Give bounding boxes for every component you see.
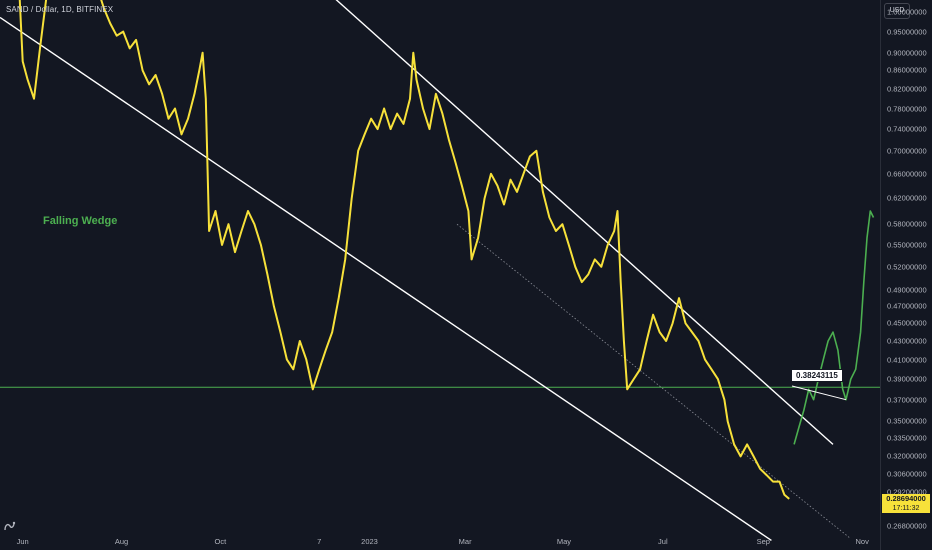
price-line [18,0,790,500]
x-tick-label: Nov [855,537,869,546]
y-tick-label: 0.29200000 [887,487,927,497]
projection-line [793,210,875,445]
y-tick-label: 0.32000000 [887,451,927,461]
y-tick-label: 0.45000000 [887,318,927,328]
y-tick-label: 0.39000000 [887,374,927,384]
x-tick-label: Jul [658,537,668,546]
y-tick-label: 0.70000000 [887,146,927,156]
y-tick-label: 0.62000000 [887,193,927,203]
x-tick-label: May [556,537,572,546]
y-tick-label: 0.33500000 [887,433,927,443]
x-tick-label: 2023 [361,537,378,546]
x-tick-label: 7 [317,537,322,546]
y-tick-label: 0.90000000 [887,48,927,58]
x-tick-label: Jun [16,537,29,546]
price-axis[interactable] [880,0,932,550]
last-price-tag: 0.28694000 [882,493,930,504]
y-tick-label: 0.66000000 [887,169,927,179]
y-tick-label: 0.30600000 [887,469,927,479]
y-tick-label: 0.86000000 [887,65,927,75]
y-tick-label: 0.43000000 [887,336,927,346]
currency-button[interactable]: USD [884,3,910,19]
y-tick-label: 0.95000000 [887,27,927,37]
y-tick-label: 0.35000000 [887,416,927,426]
wedge-trendline-2 [335,0,834,445]
y-tick-label: 0.78000000 [887,104,927,114]
x-tick-label: Mar [458,537,472,546]
y-tick-label: 0.82000000 [887,84,927,94]
y-tick-label: 0.74000000 [887,124,927,134]
y-tick-label: 0.58000000 [887,219,927,229]
y-tick-label: 0.37000000 [887,395,927,405]
bar-countdown: 17:11:32 [882,503,930,513]
y-tick-label: 0.55000000 [887,240,927,250]
y-tick-label: 0.49000000 [887,285,927,295]
x-tick-label: Sep [756,537,770,546]
pattern-label[interactable]: Falling Wedge [43,215,118,227]
x-tick-label: Aug [114,537,129,546]
y-tick-label: 0.26800000 [887,521,927,531]
x-tick-label: Oct [214,537,227,546]
tradingview-logo-icon[interactable] [3,519,17,533]
y-tick-label: 0.47000000 [887,301,927,311]
y-tick-label: 0.52000000 [887,262,927,272]
y-tick-label: 1.00000000 [887,7,927,17]
target-price-callout[interactable]: 0.38243115 [791,369,843,382]
y-tick-label: 0.41000000 [887,355,927,365]
callout-pointer [791,385,847,401]
symbol-title[interactable]: SAND / Dollar, 1D, BITFINEX [6,5,114,14]
wedge-trendline-1 [0,16,772,542]
